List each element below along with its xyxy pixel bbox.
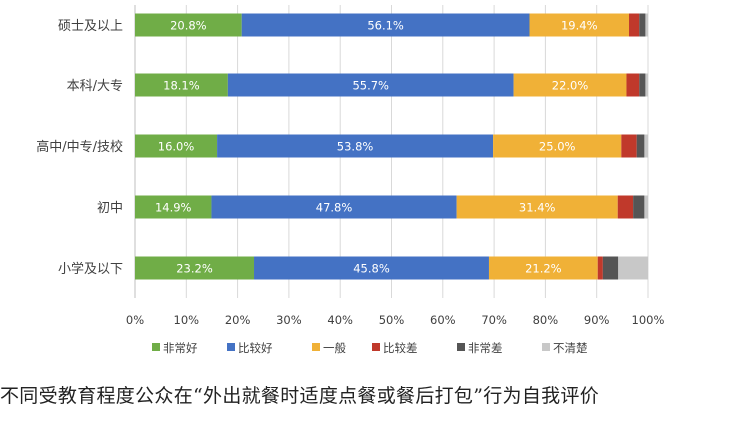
data-label: 16.0% [158, 140, 195, 154]
figure-caption: 不同受教育程度公众在“外出就餐时适度点餐或餐后打包”行为自我评价 [0, 385, 600, 407]
bar-segment [135, 134, 218, 158]
bar-segment [217, 134, 494, 158]
bar-segment [488, 256, 598, 280]
bar-segment [644, 134, 648, 158]
bar-segment [621, 134, 637, 158]
x-tick-label: 70% [481, 313, 507, 327]
x-tick-label: 90% [584, 313, 610, 327]
data-label: 56.1% [367, 19, 404, 33]
bar-segment [254, 256, 489, 280]
x-tick-label: 100% [632, 313, 665, 327]
bar-segment [633, 195, 645, 219]
data-label: 19.4% [561, 19, 598, 33]
bar-segment [135, 195, 212, 219]
legend-label: 比较好 [238, 341, 273, 355]
legend-swatch [152, 343, 160, 351]
category-label: 高中/中专/技校 [36, 139, 123, 155]
bar-segment [135, 13, 242, 37]
bar-segment [639, 13, 646, 37]
data-label: 55.7% [352, 79, 389, 93]
data-label: 22.0% [552, 79, 589, 93]
bar-segment [227, 73, 514, 97]
category-label: 硕士及以上 [58, 19, 123, 34]
data-label: 18.1% [163, 79, 200, 93]
bar-segment [626, 73, 640, 97]
data-label: 23.2% [176, 262, 213, 276]
bar-segment [597, 256, 603, 280]
bar-segment [456, 195, 618, 219]
legend-label: 不清楚 [553, 341, 588, 355]
data-label: 25.0% [539, 140, 576, 154]
data-label: 47.8% [316, 201, 353, 215]
data-label: 20.8% [170, 19, 207, 33]
bar-segment [645, 13, 648, 37]
category-label: 初中 [97, 201, 123, 216]
legend-swatch [542, 343, 550, 351]
bar-segment [639, 73, 646, 97]
legend-label: 一般 [323, 341, 346, 355]
x-tick-label: 0% [126, 313, 144, 327]
bar-segment [636, 134, 645, 158]
bar-segment [645, 73, 648, 97]
x-tick-label: 30% [276, 313, 302, 327]
x-tick-label: 50% [379, 313, 405, 327]
legend-label: 比较差 [383, 341, 418, 355]
x-tick-label: 80% [533, 313, 559, 327]
bar-segment [211, 195, 457, 219]
x-tick-label: 20% [225, 313, 251, 327]
bar-segment [493, 134, 622, 158]
category-label: 小学及以下 [58, 261, 123, 277]
bar-segment [629, 13, 640, 37]
bar-segment [644, 195, 648, 219]
bar-segment [529, 13, 630, 37]
data-label: 14.9% [155, 201, 192, 215]
x-tick-label: 60% [430, 313, 456, 327]
bar-segment [513, 73, 627, 97]
bar-segment [135, 73, 228, 97]
legend-label: 非常好 [163, 341, 198, 355]
category-label: 本科/大专 [67, 79, 123, 94]
x-tick-label: 10% [174, 313, 200, 327]
bar-segment [617, 195, 634, 219]
x-tick-label: 40% [327, 313, 353, 327]
bar-segment [241, 13, 530, 37]
legend-swatch [227, 343, 235, 351]
legend-swatch [372, 343, 380, 351]
bar-segment [602, 256, 619, 280]
legend-swatch [457, 343, 465, 351]
bar-segment [618, 256, 648, 280]
data-label: 53.8% [337, 140, 374, 154]
legend-swatch [312, 343, 320, 351]
legend-label: 非常差 [468, 341, 503, 355]
data-label: 21.2% [525, 262, 562, 276]
data-label: 45.8% [353, 262, 390, 276]
bar-segment [135, 256, 255, 280]
data-label: 31.4% [519, 201, 556, 215]
